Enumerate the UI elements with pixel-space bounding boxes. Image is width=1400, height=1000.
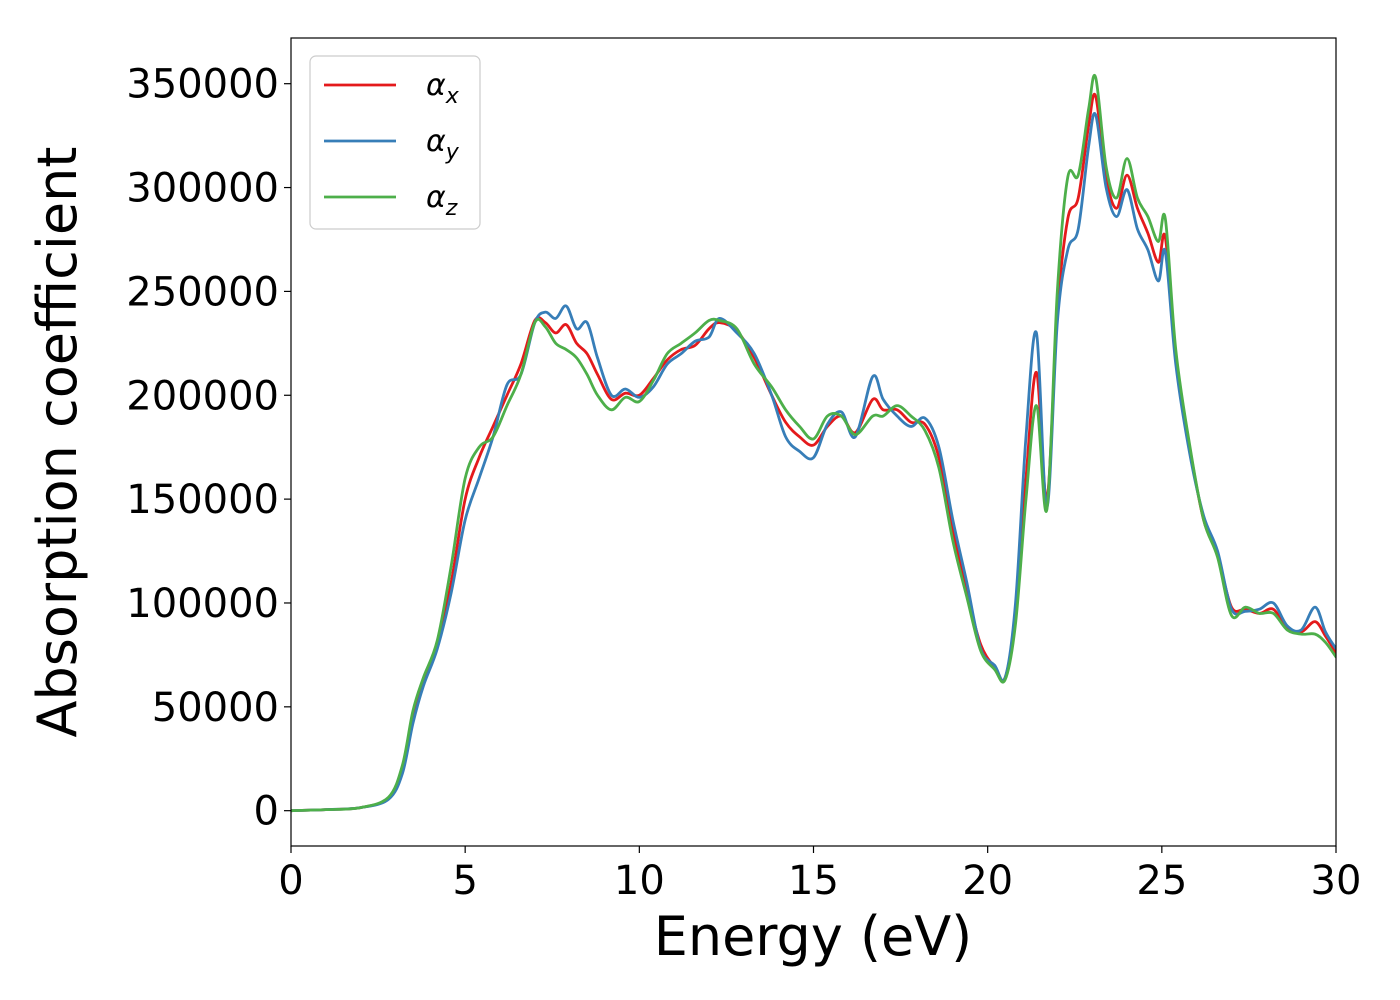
legend-box [309,55,481,230]
x-tick-label: 30 [1311,858,1362,904]
y-axis-label: Absorption coefficient [26,147,89,738]
y-tick-label: 350000 [126,62,279,108]
legend-label-alpha-x: αx [426,68,460,109]
x-tick-label: 25 [1136,858,1187,904]
x-tick-label: 0 [278,858,303,904]
x-tick-label: 20 [962,858,1013,904]
y-tick-label: 100000 [126,581,279,627]
x-tick-label: 10 [614,858,665,904]
series-layer [291,73,1336,813]
legend-label-alpha-y: αy [426,124,460,165]
y-tick-label: 150000 [126,477,279,523]
legend-label-alpha-z: αz [426,180,458,221]
x-tick-label: 5 [452,858,477,904]
y-tick-label: 300000 [126,166,279,212]
x-tick-label: 15 [788,858,839,904]
y-tick-label: 50000 [152,685,279,731]
x-axis-label: Energy (eV) [654,905,973,968]
y-tick-label: 0 [254,789,279,835]
legend: αx αy αz [309,55,481,230]
y-tick-label: 200000 [126,373,279,419]
x-axis: 0 5 10 15 20 25 30 [278,846,1361,904]
y-axis: 0 50000 100000 150000 200000 250000 300000 3500… [126,62,291,835]
series-line-alpha-z [291,73,1336,813]
y-tick-label: 250000 [126,269,279,315]
